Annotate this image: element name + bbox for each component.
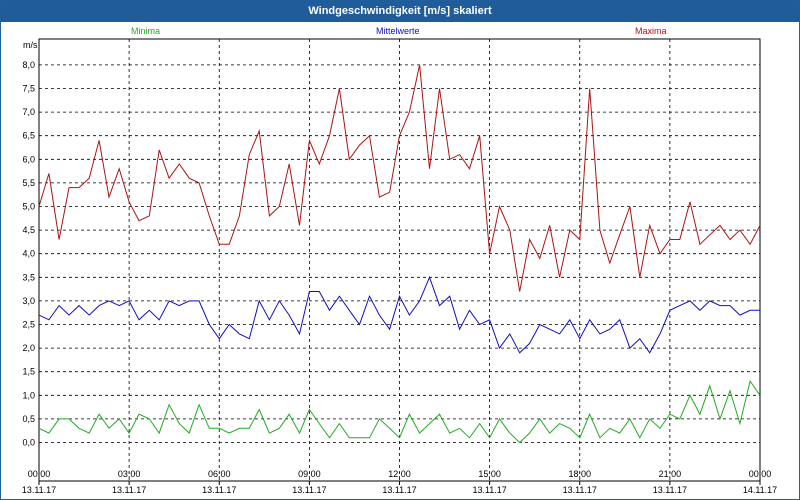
x-tick-label-time: 00:00	[749, 469, 772, 479]
y-tick-label: 3,5	[22, 272, 35, 282]
x-tick-label-time: 03:00	[118, 469, 141, 479]
x-tick-label-date: 13.11.17	[112, 485, 146, 495]
y-axis-ticks: 0,0 0,5 1,0 1,5 2,0 2,5 3,0 3,5 4,0 4,5 5,0 5,5 6,0 6…	[22, 60, 35, 448]
y-tick-label: 8,0	[22, 60, 35, 70]
x-tick-label-date: 13.11.17	[563, 485, 597, 495]
x-tick-label-date: 13.11.17	[202, 485, 236, 495]
x-tick-label-time: 15:00	[478, 469, 501, 479]
series-line-minima	[38, 379, 761, 444]
x-tick-label-date: 13.11.17	[653, 485, 687, 495]
x-tick-label-time: 09:00	[298, 469, 321, 479]
x-tick-label-time: 00:00	[28, 469, 51, 479]
y-tick-label: 5,0	[22, 202, 35, 212]
x-tick-label-time: 12:00	[388, 469, 411, 479]
y-tick-label: 2,5	[22, 320, 35, 330]
y-tick-label: 1,5	[22, 367, 35, 377]
y-tick-label: 0,5	[22, 414, 35, 424]
x-tick-label-date: 13.11.17	[382, 485, 416, 495]
x-tick-label-time: 18:00	[568, 469, 591, 479]
y-tick-label: 6,0	[22, 154, 35, 164]
y-tick-label: 7,0	[22, 107, 35, 117]
series-line-mittelwerte	[38, 275, 760, 354]
x-tick-label-time: 06:00	[208, 469, 231, 479]
legend-minima: Minima	[131, 26, 160, 36]
legend-mittelwerte: Mittelwerte	[376, 26, 420, 36]
x-axis-ticks: 00:00 13.11.17 03:00 13.11.17 06:00 13.11.17 0…	[22, 469, 777, 495]
y-tick-label: 7,5	[22, 84, 35, 94]
x-tick-label-date: 13.11.17	[292, 485, 326, 495]
y-tick-label: 5,5	[22, 178, 35, 188]
window-title: Windgeschwindigkeit [m/s] skaliert	[1, 1, 799, 22]
y-tick-label: 0,0	[22, 438, 35, 448]
y-tick-label: 6,5	[22, 131, 35, 141]
y-tick-label: 4,5	[22, 225, 35, 235]
series-line-maxima	[38, 64, 761, 292]
x-tick-label-date: 14.11.17	[743, 485, 777, 495]
chart-canvas: m/s Minima Mittelwerte Maxima 0,0 0,5 1,0 1…	[22, 26, 777, 495]
y-tick-label: 1,0	[22, 390, 35, 400]
x-tick-label-date: 13.11.17	[472, 485, 506, 495]
y-axis-label: m/s	[23, 40, 38, 50]
series-lines	[38, 64, 761, 444]
x-tick-label-date: 13.11.17	[22, 485, 56, 495]
y-tick-label: 2,0	[22, 343, 35, 353]
y-tick-label: 3,0	[22, 296, 35, 306]
grid	[39, 39, 760, 481]
legend-maxima: Maxima	[635, 26, 667, 36]
y-tick-label: 4,0	[22, 249, 35, 259]
x-tick-label-time: 21:00	[659, 469, 682, 479]
